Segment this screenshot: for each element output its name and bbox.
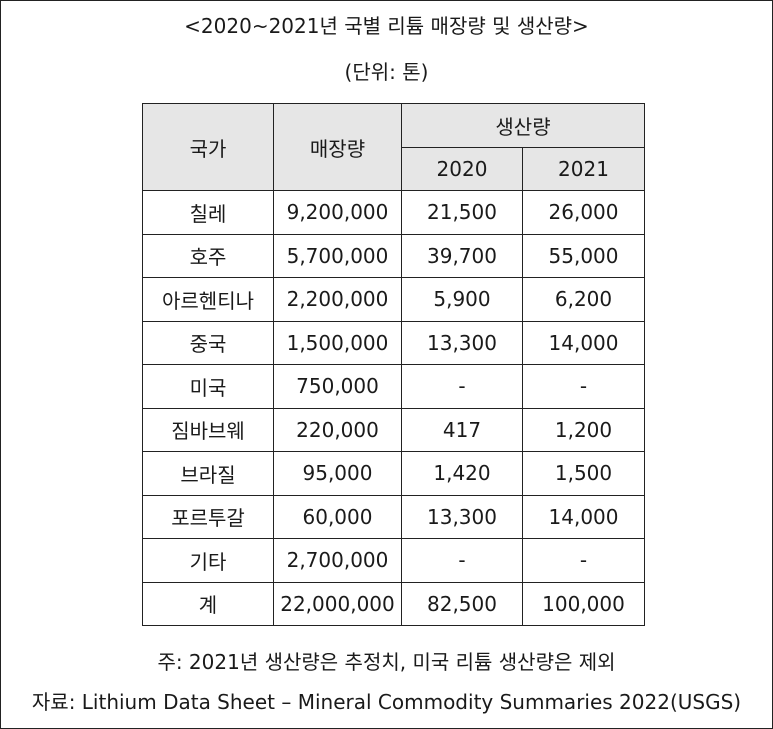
unit-label: (단위: 톤) — [344, 60, 429, 84]
table-row: 짐바브웨 220,000 417 1,200 — [142, 407, 646, 452]
cell-reserves: 2,700,000 — [273, 538, 402, 583]
cell-production-2020: - — [401, 538, 523, 583]
cell-production-2021: 14,000 — [521, 494, 646, 539]
cell-country: 기타 — [142, 538, 274, 583]
cell-reserves: 220,000 — [273, 407, 402, 452]
cell-country: 아르헨티나 — [142, 277, 274, 322]
table-row: 호주 5,700,000 39,700 55,000 — [142, 233, 646, 278]
header-year-2020: 2020 — [401, 147, 523, 191]
cell-production-2020: - — [401, 364, 523, 409]
cell-reserves: 1,500,000 — [273, 320, 402, 365]
cell-production-2020: 21,500 — [401, 190, 523, 235]
table-row: 중국 1,500,000 13,300 14,000 — [142, 320, 646, 365]
cell-reserves: 22,000,000 — [273, 581, 402, 626]
header-production: 생산량 — [400, 103, 646, 148]
cell-production-2020: 82,500 — [401, 581, 523, 626]
cell-country: 호주 — [142, 233, 274, 278]
cell-production-2020: 1,420 — [401, 451, 523, 496]
cell-production-2020: 13,300 — [401, 320, 523, 365]
cell-reserves: 9,200,000 — [273, 190, 402, 235]
cell-reserves: 5,700,000 — [273, 233, 402, 278]
cell-country: 브라질 — [142, 451, 274, 496]
cell-country: 중국 — [142, 320, 274, 365]
cell-production-2020: 5,900 — [401, 277, 523, 322]
cell-production-2021: - — [521, 364, 646, 409]
cell-reserves: 750,000 — [273, 364, 402, 409]
table-row: 브라질 95,000 1,420 1,500 — [142, 451, 646, 496]
cell-production-2021: 1,500 — [521, 451, 646, 496]
header-country: 국가 — [142, 103, 274, 191]
source-citation: 자료: Lithium Data Sheet – Mineral Commodi… — [31, 690, 742, 714]
header-reserves: 매장량 — [273, 103, 402, 191]
cell-production-2020: 39,700 — [401, 233, 523, 278]
table-title: <2020~2021년 국별 리튬 매장량 및 생산량> — [184, 14, 589, 38]
footnote: 주: 2021년 생산량은 추정치, 미국 리튬 생산량은 제외 — [157, 650, 616, 674]
cell-production-2020: 13,300 — [401, 494, 523, 539]
cell-country: 포르투갈 — [142, 494, 274, 539]
cell-reserves: 95,000 — [273, 451, 402, 496]
lithium-table: 국가 매장량 생산량 2020 2021 칠레 9,200,000 21,500… — [142, 103, 646, 626]
cell-country: 미국 — [142, 364, 274, 409]
table-row: 포르투갈 60,000 13,300 14,000 — [142, 494, 646, 539]
table-row: 기타 2,700,000 - - — [142, 538, 646, 583]
cell-country: 칠레 — [142, 190, 274, 235]
cell-reserves: 60,000 — [273, 494, 402, 539]
cell-production-2021: 26,000 — [521, 190, 646, 235]
table-row: 아르헨티나 2,200,000 5,900 6,200 — [142, 277, 646, 322]
cell-country: 계 — [142, 581, 274, 626]
cell-production-2021: - — [521, 538, 646, 583]
cell-production-2020: 417 — [401, 407, 523, 452]
cell-production-2021: 55,000 — [521, 233, 646, 278]
cell-production-2021: 100,000 — [521, 581, 646, 626]
table-row-total: 계 22,000,000 82,500 100,000 — [142, 581, 646, 626]
cell-production-2021: 14,000 — [521, 320, 646, 365]
cell-reserves: 2,200,000 — [273, 277, 402, 322]
cell-production-2021: 1,200 — [521, 407, 646, 452]
table-row: 칠레 9,200,000 21,500 26,000 — [142, 190, 646, 235]
header-year-2021: 2021 — [521, 147, 646, 191]
cell-country: 짐바브웨 — [142, 407, 274, 452]
table-row: 미국 750,000 - - — [142, 364, 646, 409]
cell-production-2021: 6,200 — [521, 277, 646, 322]
